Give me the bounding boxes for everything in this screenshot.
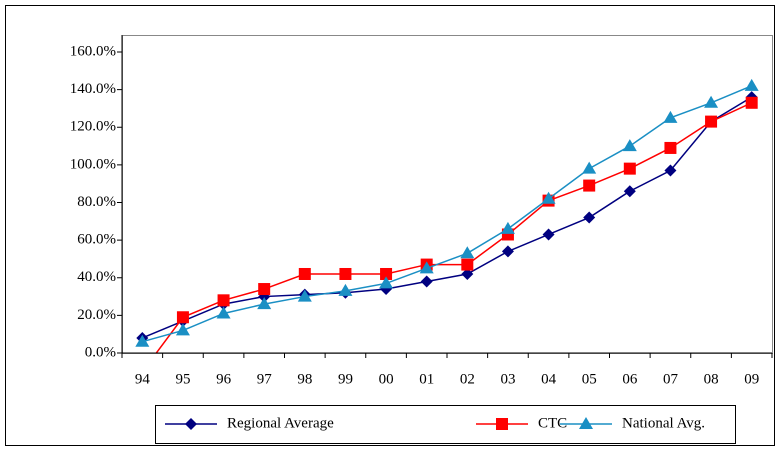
marker	[298, 267, 311, 280]
series-line	[155, 102, 753, 353]
x-tick-label: 98	[297, 371, 312, 387]
x-tick-label: 97	[257, 371, 273, 387]
legend-label: Regional Average	[227, 415, 334, 431]
x-tick-label: 01	[419, 371, 434, 387]
marker	[664, 141, 677, 154]
marker	[339, 267, 352, 280]
y-tick-label: 80.0%	[77, 194, 116, 210]
marker	[257, 297, 272, 310]
y-tick-label: 60.0%	[77, 232, 116, 248]
series-line	[142, 85, 752, 343]
x-tick-label: 99	[338, 371, 353, 387]
marker	[216, 306, 231, 319]
marker	[744, 78, 759, 91]
marker	[185, 418, 197, 430]
x-tick-label: 07	[663, 371, 679, 387]
marker	[461, 267, 474, 280]
marker	[460, 246, 475, 259]
y-tick-label: 40.0%	[77, 269, 116, 285]
y-tick-label: 160.0%	[70, 43, 116, 59]
marker	[663, 110, 678, 123]
marker	[664, 164, 677, 177]
marker	[258, 283, 271, 296]
marker	[745, 96, 758, 109]
marker	[175, 323, 190, 336]
x-tick-label: 95	[175, 371, 190, 387]
y-tick-label: 100.0%	[70, 156, 116, 172]
marker	[501, 245, 514, 258]
x-tick-label: 02	[460, 371, 475, 387]
marker	[541, 191, 556, 204]
x-tick-label: 04	[541, 371, 557, 387]
marker	[623, 162, 636, 175]
marker	[461, 258, 474, 271]
marker	[420, 275, 433, 288]
x-tick-label: 94	[135, 371, 151, 387]
marker	[704, 95, 719, 108]
x-tick-label: 09	[744, 371, 759, 387]
x-tick-label: 00	[379, 371, 394, 387]
marker	[500, 221, 515, 234]
marker	[542, 228, 555, 241]
marker	[583, 211, 596, 224]
marker	[297, 289, 312, 302]
y-tick-label: 140.0%	[70, 81, 116, 97]
x-tick-label: 05	[582, 371, 597, 387]
legend-box	[155, 405, 736, 444]
legend-label: CTC	[538, 415, 567, 431]
marker	[496, 418, 508, 430]
marker	[176, 311, 189, 324]
marker	[135, 334, 150, 347]
plot-area	[135, 78, 759, 353]
x-tick-label: 06	[622, 371, 638, 387]
y-tick-label: 20.0%	[77, 307, 116, 323]
marker	[579, 417, 593, 429]
x-tick-label: 08	[704, 371, 719, 387]
marker	[582, 161, 597, 174]
marker	[705, 115, 718, 128]
marker	[380, 267, 393, 280]
marker	[338, 283, 353, 296]
marker	[379, 276, 394, 289]
legend-label: National Avg.	[622, 415, 705, 431]
y-tick-label: 120.0%	[70, 119, 116, 135]
marker	[623, 185, 636, 198]
marker	[583, 179, 596, 192]
x-tick-label: 96	[216, 371, 232, 387]
x-tick-label: 03	[500, 371, 515, 387]
y-tick-label: 0.0%	[85, 344, 116, 360]
marker	[419, 261, 434, 274]
marker	[622, 139, 637, 152]
plot-border	[122, 35, 773, 354]
marker	[217, 294, 230, 307]
series-line	[142, 96, 753, 339]
